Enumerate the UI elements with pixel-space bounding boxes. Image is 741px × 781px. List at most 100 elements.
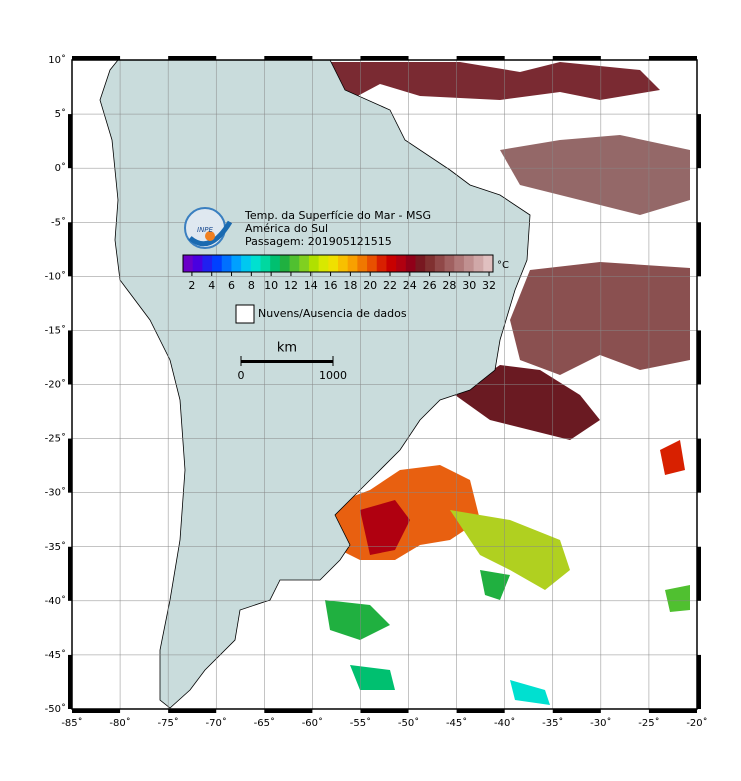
colorbar-bin (318, 255, 329, 272)
colorbar-bin (434, 255, 446, 272)
colorbar-unit: °C (497, 260, 509, 271)
colorbar-tick-label: 4 (208, 279, 215, 292)
frame-segment (697, 654, 701, 709)
frame-segment (648, 709, 697, 713)
colorbar-bin (396, 255, 407, 272)
colorbar-bin (444, 255, 455, 272)
colorbar-tick-label: 12 (284, 279, 298, 292)
colorbar-tick-label: 30 (462, 279, 476, 292)
colorbar-bin (415, 255, 426, 272)
legend-title: Temp. da Superfície do Mar - MSG (244, 209, 431, 222)
y-tick-label: 5˚ (55, 108, 66, 120)
colorbar-bin (347, 255, 358, 272)
x-tick-label: -80˚ (109, 717, 130, 729)
x-tick-label: -70˚ (206, 717, 227, 729)
logo-arrow (188, 220, 233, 247)
colorbar-bin (454, 255, 465, 272)
colorbar-bin (231, 255, 242, 272)
frame-segment (697, 438, 701, 493)
scale-start: 0 (238, 369, 245, 382)
colorbar-bin (463, 255, 475, 272)
scale-title: km (277, 341, 297, 356)
logo-sun (205, 231, 215, 241)
colorbar-bin (183, 255, 194, 272)
x-tick-label: -35˚ (542, 717, 563, 729)
frame-segment (264, 709, 313, 713)
colorbar-tick-label: 14 (304, 279, 318, 292)
colorbar-tick-label: 26 (423, 279, 437, 292)
y-tick-label: -5˚ (51, 216, 66, 228)
colorbar-bin (299, 255, 310, 272)
frame-segment (697, 222, 701, 277)
colorbar-bin (279, 255, 291, 272)
x-tick-label: -40˚ (494, 717, 515, 729)
frame-segment (72, 56, 121, 60)
frame-segment (264, 56, 313, 60)
frame-segment (68, 114, 72, 169)
x-tick-label: -20˚ (686, 717, 707, 729)
tick-labels: -85˚ -80˚ -75˚ -70˚ -65˚ -60˚ -55˚ -50˚ -45˚ -40˚… (45, 54, 708, 729)
colorbar-bin (473, 255, 484, 272)
y-tick-label: -30˚ (45, 487, 66, 499)
colorbar: 2 4 6 8 10 12 14 16 18 20 22 24 26 28 30 32 (182, 254, 496, 292)
frame-segment (456, 709, 505, 713)
colorbar-tick-label: 20 (363, 279, 377, 292)
scale-end-label: 1000 (319, 369, 347, 382)
frame-segment (360, 709, 409, 713)
colorbar-bin (376, 255, 387, 272)
legend-region: América do Sul (245, 222, 328, 235)
frame-segment (168, 709, 217, 713)
y-tick-label: -15˚ (45, 324, 66, 336)
legend-pass: Passagem: 201905121515 (245, 235, 392, 248)
frame-segment (360, 56, 409, 60)
colorbar-bin (270, 255, 281, 272)
logo-text: INPE (197, 226, 214, 234)
colorbar-tick-label: 8 (248, 279, 255, 292)
y-tick-label: 10˚ (48, 54, 66, 66)
frame-segment (648, 56, 697, 60)
colorbar-tick-label: 18 (343, 279, 357, 292)
frame-segment (168, 56, 217, 60)
colorbar-bin (425, 255, 436, 272)
x-tick-label: -60˚ (302, 717, 323, 729)
colorbar-tick-label: 6 (228, 279, 235, 292)
x-tick-label: -65˚ (254, 717, 275, 729)
colorbar-bin (221, 255, 232, 272)
frame-segment (68, 222, 72, 277)
frame-segment (552, 56, 601, 60)
colorbar-bin (386, 255, 397, 272)
logo: INPE (184, 207, 233, 249)
frame-segment (72, 709, 121, 713)
colorbar-bin (289, 255, 300, 272)
frame-segment (456, 56, 505, 60)
colorbar-bin (338, 255, 349, 272)
colorbar-bin (212, 255, 223, 272)
cloud-label: Nuvens/Ausencia de dados (258, 307, 407, 320)
colorbar-bin (260, 255, 271, 272)
x-tick-label: -50˚ (398, 717, 419, 729)
cloud-swatch (235, 304, 255, 324)
colorbar-bin (308, 255, 320, 272)
x-tick-label: -85˚ (61, 717, 82, 729)
frame-segment (697, 330, 701, 385)
colorbar-bin (241, 255, 252, 272)
x-tick-label: -30˚ (590, 717, 611, 729)
frame-segment (552, 709, 601, 713)
y-tick-label: 0˚ (55, 162, 66, 174)
frame-segment (68, 546, 72, 601)
colorbar-frame (182, 254, 494, 273)
colorbar-bin (357, 255, 368, 272)
x-tick-label: -55˚ (350, 717, 371, 729)
colorbar-bin (405, 255, 416, 272)
colorbar-tick-label: 16 (324, 279, 338, 292)
colorbar-tick-label: 24 (403, 279, 417, 292)
x-tick-label: -75˚ (157, 717, 178, 729)
scale-bar (241, 360, 333, 363)
y-tick-label: -50˚ (45, 703, 66, 715)
y-tick-label: -20˚ (45, 379, 66, 391)
colorbar-tick-label: 32 (482, 279, 496, 292)
y-tick-label: -10˚ (45, 270, 66, 282)
y-tick-label: -45˚ (45, 649, 66, 661)
colorbar-bin (202, 255, 213, 272)
